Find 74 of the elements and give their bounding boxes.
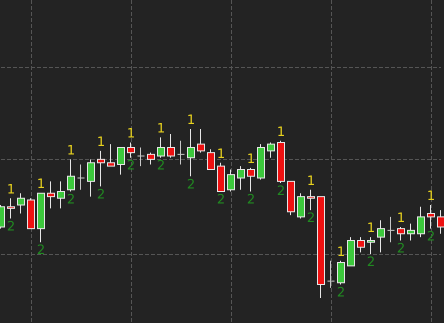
annotation: 2 (336, 285, 346, 300)
annotation: 1 (36, 177, 46, 192)
candlestick (127, 142, 135, 158)
candlestick (327, 260, 335, 288)
candlestick (347, 236, 355, 266)
annotation: 1 (66, 143, 76, 158)
annotation: 2 (186, 177, 196, 192)
annotation: 2 (36, 243, 46, 258)
annotation: 2 (366, 255, 376, 270)
annotation: 2 (126, 158, 136, 174)
candlestick (67, 158, 75, 192)
candlestick (97, 150, 105, 187)
annotation: 2 (6, 220, 16, 235)
annotation: 2 (396, 242, 406, 257)
candlestick (217, 162, 225, 192)
candlestick (117, 147, 125, 176)
candlestick (247, 167, 255, 192)
annotation: 1 (276, 124, 286, 140)
candlestick (227, 169, 235, 192)
annotation: 1 (426, 189, 436, 204)
candlestick (367, 236, 375, 255)
annotation: 2 (306, 211, 316, 226)
candlestick (317, 196, 325, 298)
annotation: 1 (306, 174, 316, 189)
candlestick (297, 192, 305, 220)
annotation: 2 (276, 184, 286, 200)
annotation: 2 (246, 192, 256, 208)
candlestick (107, 144, 115, 167)
annotation: 1 (366, 221, 376, 236)
candlestick (237, 166, 245, 190)
annotation: 2 (96, 187, 106, 202)
candlestick (47, 180, 55, 209)
candlestick (87, 158, 95, 198)
annotation: 1 (96, 134, 106, 150)
annotation: 2 (156, 158, 166, 174)
annotation: 1 (6, 182, 16, 198)
candlestick (157, 136, 165, 158)
annotation: 1 (156, 121, 166, 136)
candlestick (57, 180, 65, 209)
annotation: 2 (216, 192, 226, 208)
candlestick (267, 142, 275, 158)
candlestick (7, 198, 15, 220)
candlestick (27, 198, 35, 230)
annotation: 1 (246, 152, 256, 167)
candlestick (207, 148, 215, 170)
candlestick (407, 223, 415, 242)
candlestick (287, 180, 295, 216)
candlestick (387, 216, 395, 243)
candlestick (187, 128, 195, 177)
annotation: 2 (66, 192, 76, 208)
candlestick (377, 220, 385, 253)
annotation: 2 (426, 230, 436, 245)
annotation: 1 (216, 146, 226, 162)
candlestick (37, 192, 45, 243)
candlestick (77, 164, 85, 190)
candlestick (147, 152, 155, 165)
candlestick (277, 140, 285, 184)
candlestick (257, 144, 265, 180)
candlestick (17, 192, 25, 214)
candlestick (437, 210, 444, 234)
candlestick (357, 236, 365, 253)
candlestick (427, 204, 435, 230)
candlestick (337, 260, 345, 285)
candlestick (417, 206, 425, 238)
annotation: 1 (126, 126, 136, 142)
annotation: 1 (336, 244, 346, 260)
candlestick (197, 128, 205, 154)
annotation: 1 (396, 210, 406, 226)
candlestick (397, 226, 405, 242)
candlestick (167, 134, 175, 158)
text: 1 (186, 112, 196, 128)
candlestick (307, 189, 315, 211)
candlestick (177, 140, 185, 165)
candlestick (137, 147, 145, 167)
